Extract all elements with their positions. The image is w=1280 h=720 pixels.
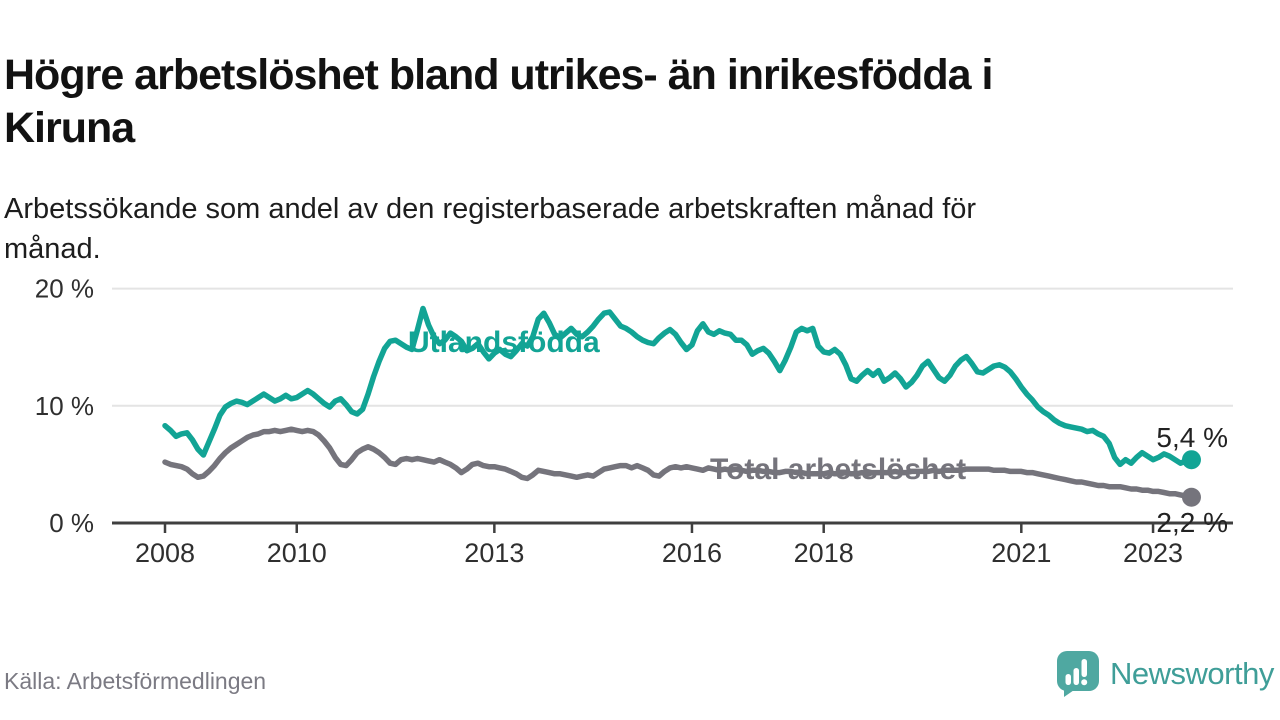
page-subtitle: Arbetssökande som andel av den registerb…: [4, 189, 1224, 269]
x-axis-tick-label: 2021: [991, 538, 1051, 568]
series-end-dot-utlandsfodda: [1181, 450, 1201, 470]
series-end-dot-total: [1181, 487, 1201, 507]
series-label-total: Total arbetslöshet: [710, 453, 966, 486]
source-note: Källa: Arbetsförmedlingen: [4, 668, 267, 694]
end-value-label-utlandsfodda: 5,4 %: [1156, 422, 1228, 453]
x-axis-tick-label: 2016: [662, 538, 722, 568]
series-label-utlandsfodda: Utlandsfödda: [408, 326, 600, 359]
page-title-line2: Kiruna: [4, 103, 135, 152]
y-axis-tick-label: 20 %: [35, 274, 94, 304]
x-axis-tick-label: 2023: [1123, 538, 1183, 568]
end-value-label-total: 2,2 %: [1156, 507, 1228, 538]
page-subtitle-line1: Arbetssökande som andel av den registerb…: [4, 193, 977, 225]
series-line-utlandsfodda: [162, 305, 1195, 468]
page-title-line1: Högre arbetslöshet bland utrikes- än inr…: [4, 50, 993, 99]
x-axis-tick-label: 2008: [135, 538, 195, 568]
x-axis-tick-label: 2018: [794, 538, 854, 568]
y-axis-tick-label: 10 %: [35, 391, 94, 421]
x-axis-tick-label: 2013: [464, 538, 524, 568]
series-line-total: [162, 426, 1195, 500]
y-axis-tick-label: 0 %: [49, 508, 94, 538]
page-subtitle-line2: månad.: [4, 233, 101, 265]
newsworthy-logo: Newsworthy: [1056, 650, 1274, 698]
page-title: Högre arbetslöshet bland utrikes- än inr…: [4, 49, 1254, 155]
x-axis-tick-label: 2010: [267, 538, 327, 568]
newsworthy-wordmark: Newsworthy: [1110, 656, 1274, 691]
newsworthy-logo-icon: [1057, 651, 1099, 697]
